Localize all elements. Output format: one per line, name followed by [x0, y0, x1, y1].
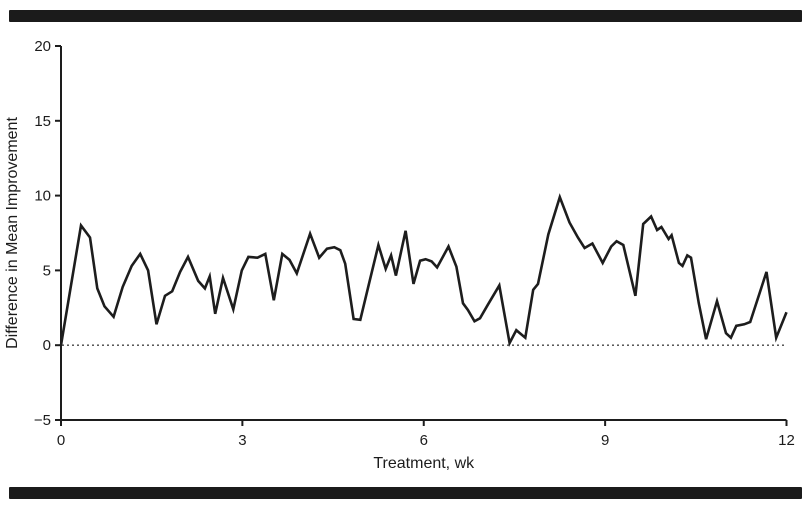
y-tick-label: 5 [43, 262, 51, 279]
x-tick-label: 0 [57, 432, 65, 449]
x-tick-label: 9 [601, 432, 609, 449]
bottom-border-bar [9, 487, 802, 499]
x-tick-label: 6 [420, 432, 428, 449]
x-tick-label: 3 [238, 432, 246, 449]
y-tick-label: 20 [34, 38, 51, 55]
y-axis-title: Difference in Mean Improvement [4, 117, 21, 349]
x-tick-label: 12 [778, 432, 795, 449]
y-tick-label: 10 [34, 188, 51, 205]
y-tick-label: 15 [34, 113, 51, 130]
x-axis-title: Treatment, wk [373, 455, 475, 472]
y-tick-label: 0 [43, 337, 51, 354]
data-series-line-difference-in-mean-improvement [59, 193, 788, 347]
y-tick-label: −5 [34, 412, 51, 429]
top-border-bar [9, 10, 802, 22]
